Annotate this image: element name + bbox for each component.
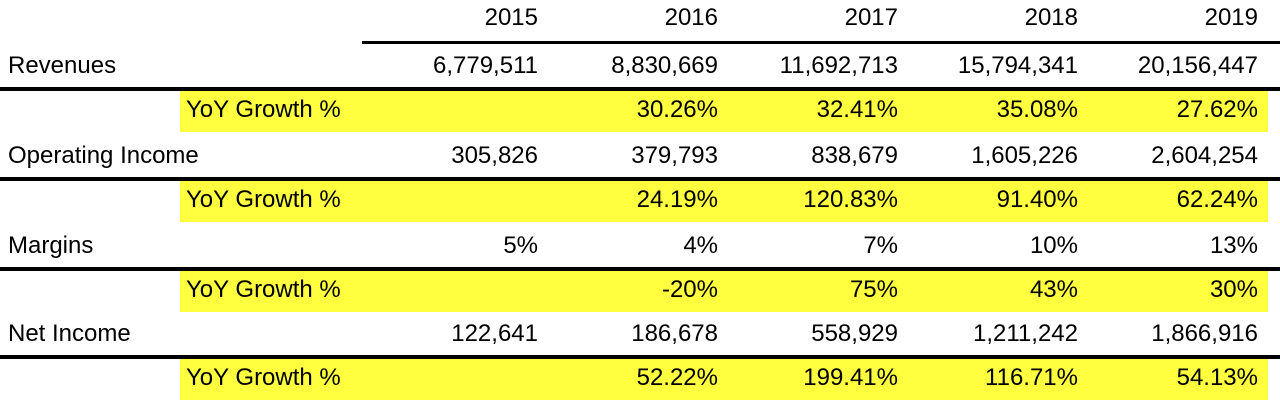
- growth-highlight: [180, 178, 1268, 222]
- metric-value: 10%: [1029, 232, 1078, 259]
- row-divider: [0, 177, 1280, 181]
- growth-value: 91.40%: [996, 186, 1078, 213]
- growth-value: 43%: [1029, 276, 1078, 303]
- growth-value: [362, 88, 538, 132]
- growth-row: YoY Growth % -20% 75% 43% 30%: [0, 268, 1280, 312]
- row-divider: [0, 267, 1280, 271]
- metric-value: 558,929: [811, 320, 898, 347]
- growth-row: YoY Growth % 24.19% 120.83% 91.40% 62.24%: [0, 178, 1280, 222]
- year-header-row: 2015 2016 2017 2018 2019: [0, 0, 1280, 36]
- growth-row: YoY Growth % 30.26% 32.41% 35.08% 27.62%: [0, 88, 1280, 132]
- metric-value: 305,826: [451, 142, 538, 169]
- growth-label: YoY Growth %: [186, 186, 341, 213]
- year-header: 2016: [664, 4, 718, 31]
- growth-value: [362, 268, 538, 312]
- year-header: 2018: [1024, 4, 1078, 31]
- year-header: 2019: [1204, 4, 1258, 31]
- metric-label: Margins: [8, 232, 94, 259]
- metric-value: 379,793: [631, 142, 718, 169]
- metric-value: 11,692,713: [779, 52, 898, 79]
- metric-value: 838,679: [811, 142, 898, 169]
- metric-row: Margins 5% 4% 7% 10% 13%: [0, 224, 1280, 268]
- metric-label: Net Income: [8, 320, 131, 347]
- year-header: 2015: [484, 4, 538, 31]
- growth-value: 54.13%: [1176, 364, 1258, 391]
- growth-value: 52.22%: [636, 364, 718, 391]
- growth-value: 32.41%: [816, 96, 898, 123]
- growth-value: 120.83%: [803, 186, 898, 213]
- growth-value: -20%: [661, 276, 718, 303]
- metric-value: 1,866,916: [1151, 320, 1258, 347]
- metric-value: 20,156,447: [1137, 52, 1258, 79]
- metric-value: 13%: [1209, 232, 1258, 259]
- metric-row: Net Income 122,641 186,678 558,929 1,211,242…: [0, 312, 1280, 356]
- row-divider: [0, 87, 1280, 91]
- growth-value: 35.08%: [996, 96, 1078, 123]
- metric-value: 5%: [503, 232, 538, 259]
- growth-value: 199.41%: [803, 364, 898, 391]
- metric-row: Operating Income 305,826 379,793 838,679 1,6…: [0, 134, 1280, 178]
- growth-value: 24.19%: [636, 186, 718, 213]
- metric-value: 8,830,669: [611, 52, 718, 79]
- year-header: 2017: [844, 4, 898, 31]
- metric-row: Revenues 6,779,511 8,830,669 11,692,713 15,7…: [0, 44, 1280, 88]
- metric-value: 1,605,226: [971, 142, 1078, 169]
- growth-value: 75%: [849, 276, 898, 303]
- metric-value: 122,641: [451, 320, 538, 347]
- metric-value: 6,779,511: [433, 52, 538, 79]
- metric-value: 1,211,242: [973, 320, 1078, 347]
- metric-value: 15,794,341: [957, 52, 1078, 79]
- growth-value: [362, 356, 538, 400]
- metric-value: 7%: [863, 232, 898, 259]
- growth-value: 116.71%: [985, 364, 1078, 391]
- growth-label: YoY Growth %: [186, 96, 341, 123]
- growth-value: [362, 178, 538, 222]
- metric-label: Revenues: [8, 52, 117, 79]
- metric-value: 4%: [683, 232, 718, 259]
- growth-label: YoY Growth %: [186, 364, 341, 391]
- growth-highlight: [180, 268, 1268, 312]
- metric-value: 2,604,254: [1151, 142, 1258, 169]
- header-underline: [362, 41, 1280, 44]
- metric-value: 186,678: [631, 320, 718, 347]
- growth-highlight: [180, 356, 1268, 400]
- growth-highlight: [180, 88, 1268, 132]
- growth-row: YoY Growth % 52.22% 199.41% 116.71% 54.13%: [0, 356, 1280, 400]
- growth-label: YoY Growth %: [186, 276, 341, 303]
- growth-value: 27.62%: [1176, 96, 1258, 123]
- growth-value: 30%: [1209, 276, 1258, 303]
- row-divider: [0, 355, 1280, 359]
- growth-value: 62.24%: [1176, 186, 1258, 213]
- metric-label: Operating Income: [8, 142, 199, 169]
- growth-value: 30.26%: [636, 96, 718, 123]
